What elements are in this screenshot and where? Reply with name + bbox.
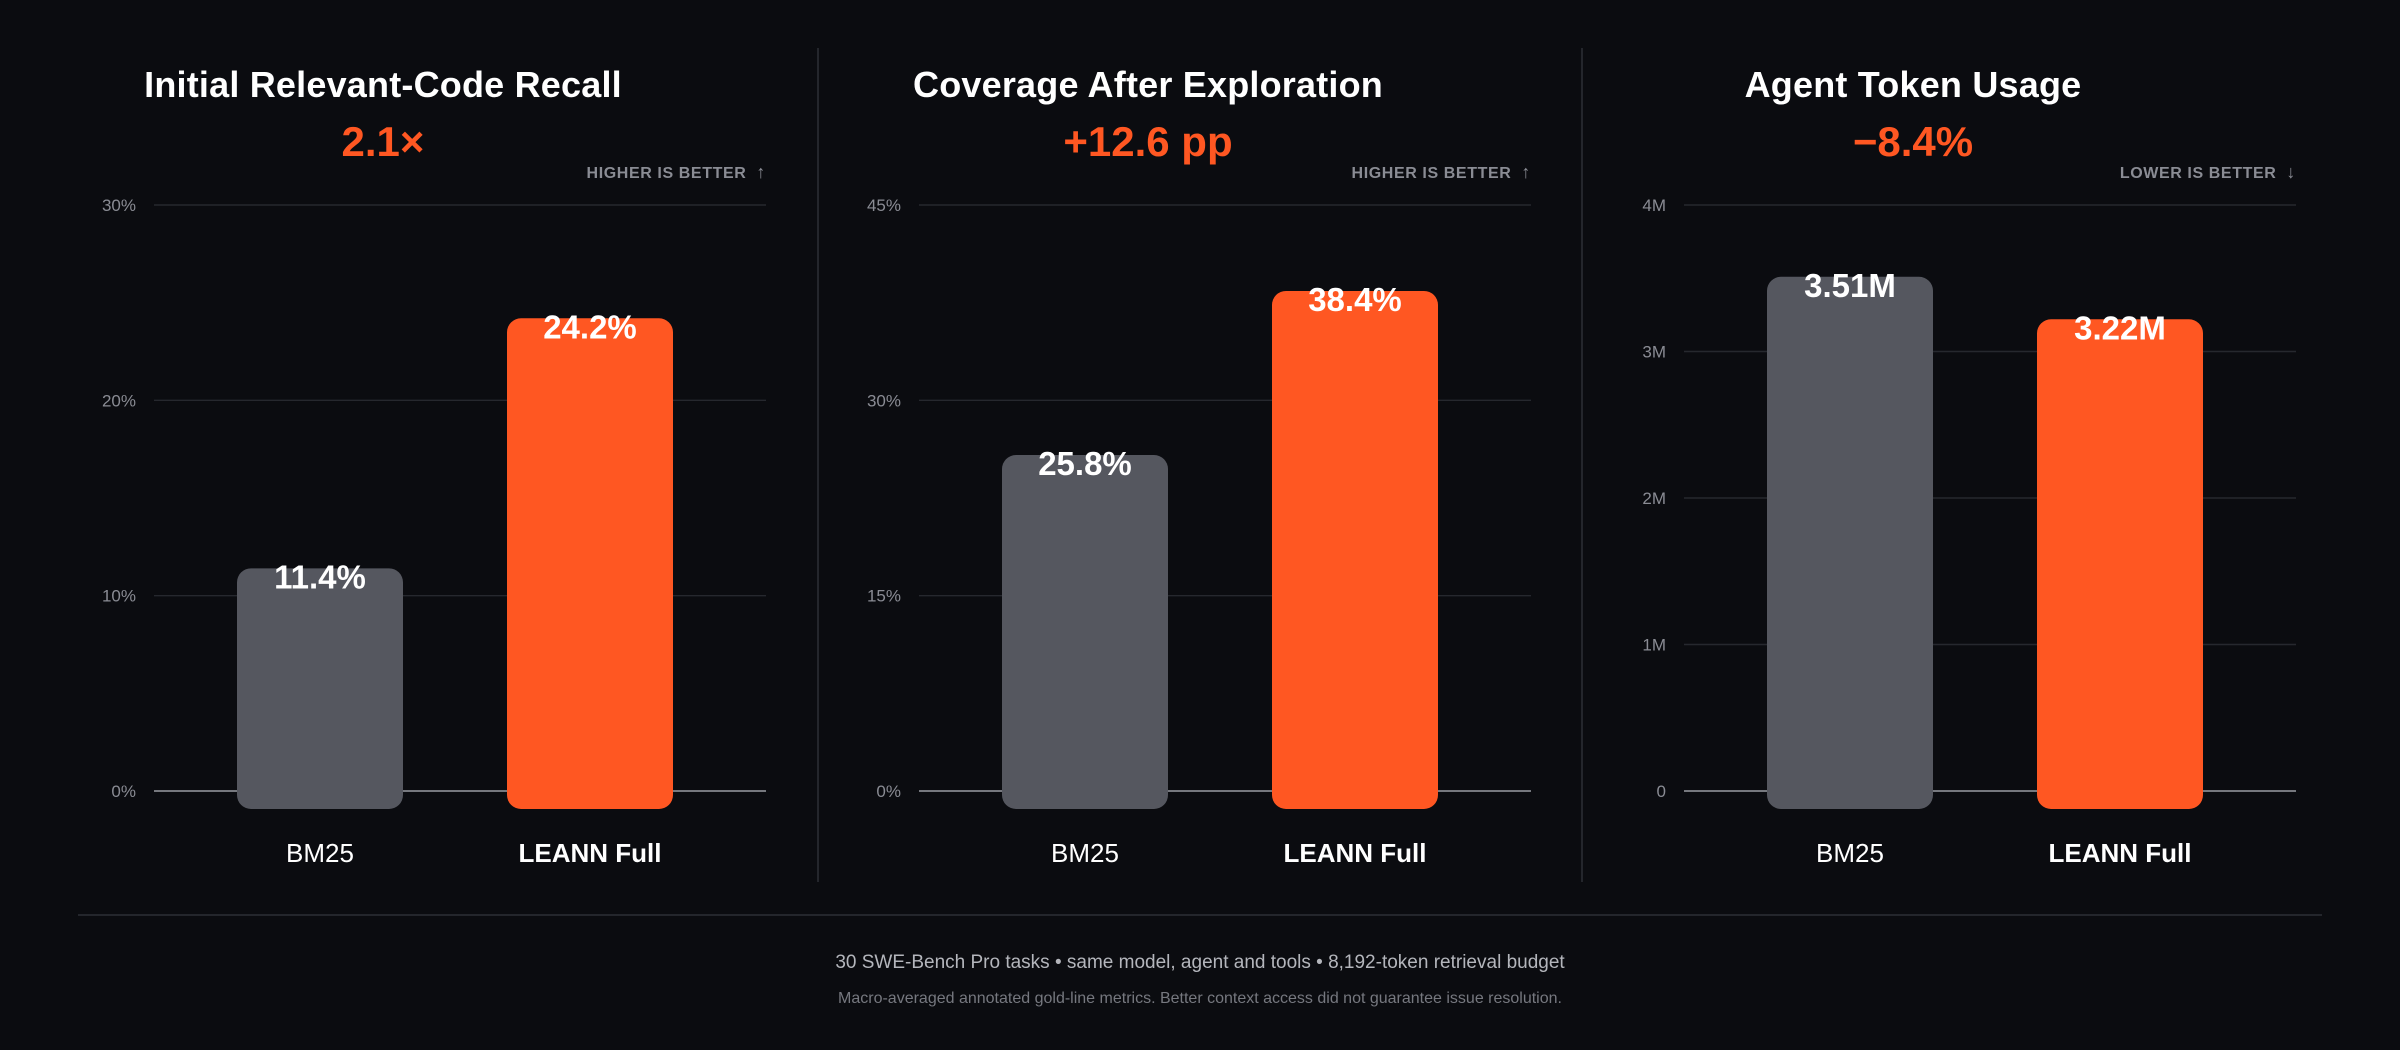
footer-note: Macro-averaged annotated gold-line metri… [838, 990, 1562, 1007]
panel-divider [817, 48, 819, 882]
chart-panel-recall: Initial Relevant-Code Recall 2.1× HIGHER… [0, 0, 766, 900]
chart-title: Coverage After Exploration [913, 64, 1383, 105]
arrow-down-icon: ↓ [2286, 162, 2296, 182]
y-tick-label: 0 [1657, 782, 1666, 801]
x-category-label: LEANN Full [2049, 838, 2192, 868]
bar-leann [507, 318, 673, 809]
direction-hint: HIGHER IS BETTER ↑ [1352, 162, 1531, 183]
chart-title: Initial Relevant-Code Recall [144, 64, 622, 105]
x-category-label: LEANN Full [519, 838, 662, 868]
x-category-label: LEANN Full [1284, 838, 1427, 868]
arrow-up-icon: ↑ [1521, 162, 1531, 182]
x-category-label: BM25 [1816, 838, 1884, 868]
bar-chart-svg: 0% 10% 20% 30% 11.4% BM25 24.2% LEANN Full [102, 196, 766, 868]
chart-panel-tokens: Agent Token Usage −8.4% LOWER IS BETTER ↓… [1530, 0, 2296, 900]
bar-leann [2037, 319, 2203, 809]
y-tick-label: 30% [867, 391, 901, 410]
bar-baseline [1767, 276, 1933, 809]
footer-caption: 30 SWE-Bench Pro tasks • same model, age… [835, 952, 1565, 973]
panel-divider [1581, 48, 1583, 882]
chart-panel-coverage: Coverage After Exploration +12.6 pp HIGH… [765, 0, 1531, 900]
y-tick-label: 0% [111, 782, 136, 801]
direction-hint-label: HIGHER IS BETTER [586, 165, 747, 182]
bar-value-label: 24.2% [543, 308, 637, 345]
bar-leann [1272, 290, 1438, 809]
bar-value-label: 25.8% [1038, 445, 1132, 482]
direction-hint-label: LOWER IS BETTER [2119, 165, 2277, 182]
y-tick-label: 2M [1642, 489, 1666, 508]
direction-hint: LOWER IS BETTER ↓ [2120, 162, 2296, 183]
y-tick-label: 20% [102, 391, 136, 410]
bar-value-label: 11.4% [274, 558, 366, 595]
x-category-label: BM25 [1051, 838, 1119, 868]
bar-baseline [237, 568, 403, 809]
chart-title: Agent Token Usage [1744, 64, 2082, 105]
y-tick-label: 30% [102, 196, 136, 215]
y-tick-label: 15% [867, 587, 901, 606]
x-category-label: BM25 [286, 838, 354, 868]
y-tick-label: 3M [1642, 343, 1666, 362]
bar-chart-svg: 0% 15% 30% 45% 25.8% BM25 38.4% LEANN Full [867, 196, 1531, 868]
footer-divider [78, 914, 2322, 916]
bar-value-label: 3.22M [2074, 309, 2166, 346]
arrow-up-icon: ↑ [756, 162, 766, 182]
y-tick-label: 45% [867, 196, 901, 215]
direction-hint-label: HIGHER IS BETTER [1351, 165, 1512, 182]
bar-chart-svg: 0 1M 2M 3M 4M 3.51M BM25 3.22M LEANN Full [1642, 196, 2296, 868]
bar-baseline [1002, 455, 1168, 809]
y-tick-label: 10% [102, 587, 136, 606]
delta-value: +12.6 pp [1063, 118, 1233, 165]
y-tick-label: 4M [1642, 196, 1666, 215]
bar-value-label: 38.4% [1308, 281, 1402, 318]
delta-value: −8.4% [1852, 118, 1974, 165]
delta-value: 2.1× [341, 118, 425, 165]
y-tick-label: 0% [876, 782, 901, 801]
direction-hint: HIGHER IS BETTER ↑ [587, 162, 766, 183]
bar-value-label: 3.51M [1804, 267, 1896, 304]
y-tick-label: 1M [1642, 636, 1666, 655]
